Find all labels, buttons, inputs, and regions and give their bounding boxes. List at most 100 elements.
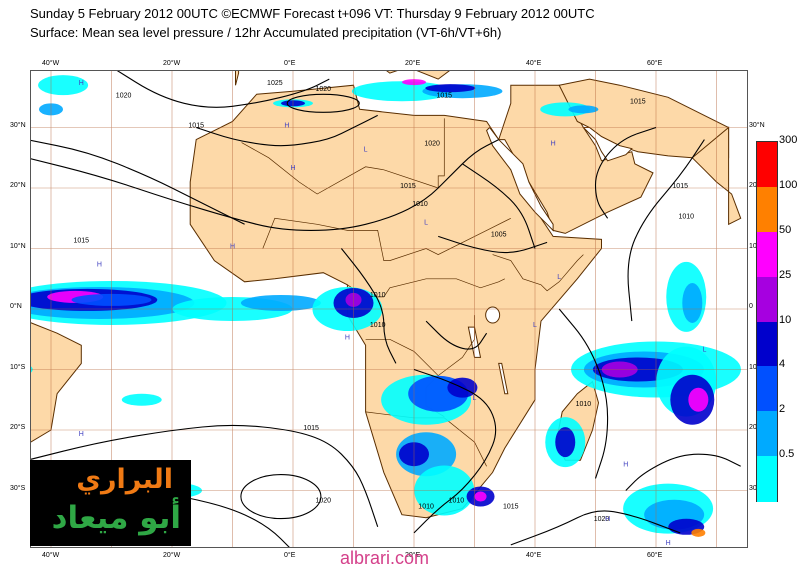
longitude-tick-bottom: 40°W	[42, 552, 60, 559]
low-pressure-mark: L	[702, 346, 706, 353]
high-pressure-mark: H	[605, 516, 610, 523]
latitude-tick-right: 20	[749, 424, 757, 431]
legend-label: 25	[779, 268, 792, 281]
low-pressure-mark: L	[473, 395, 477, 402]
forecast-map: 1025 1020 1015 1015 1020 1015 1020 1015 1010 1015…	[30, 70, 748, 548]
high-pressure-mark: H	[666, 540, 671, 547]
high-pressure-mark: H	[97, 262, 102, 269]
latitude-tick-left: 20°N	[10, 182, 26, 189]
isobar-label: 1010	[449, 498, 465, 505]
low-pressure-mark: L	[557, 274, 561, 281]
precip-area	[555, 427, 576, 458]
precip-area	[425, 84, 476, 93]
longitude-tick-bottom: 40°E	[526, 552, 542, 559]
isobar-label: 1015	[400, 183, 416, 190]
isobar-label: 1020	[424, 141, 440, 148]
legend-color-block	[757, 366, 777, 412]
albrari-logo: البراري أبو ميعاد	[30, 460, 191, 546]
chart-title: Sunday 5 February 2012 00UTC ©ECMWF Fore…	[30, 6, 595, 21]
site-watermark: albrari.com	[340, 548, 430, 568]
legend-color-block	[757, 456, 777, 502]
isobar-line	[558, 308, 609, 479]
latitude-tick-left: 30°S	[10, 484, 26, 492]
longitude-tick-bottom: 20°W	[163, 552, 181, 559]
latitude-tick-right: 10	[749, 363, 757, 371]
logo-line-1: البراري	[76, 464, 173, 495]
isobar-line	[594, 126, 657, 219]
precip-area	[688, 387, 709, 412]
longitude-tick-top: 20°E	[405, 60, 421, 67]
isobar-line	[438, 235, 548, 254]
precip-area	[682, 282, 703, 323]
longitude-tick-top: 60°E	[647, 60, 663, 67]
longitude-tick-top: 40°W	[42, 60, 60, 67]
isobar-label: 1010	[576, 401, 592, 408]
legend-color-block	[757, 142, 777, 188]
red-sea	[486, 126, 554, 232]
high-pressure-mark: H	[290, 165, 295, 172]
legend-label: 4	[779, 358, 786, 371]
latitude-tick-left: 20°S	[10, 424, 26, 431]
latitude-tick-left: 0°N	[10, 303, 22, 310]
high-pressure-mark: H	[345, 334, 350, 341]
high-pressure-mark: H	[79, 80, 84, 87]
isobar-label: 1010	[370, 292, 386, 299]
legend-color-block	[757, 231, 777, 278]
country-border	[241, 118, 445, 195]
precip-area	[121, 393, 162, 406]
precip-area	[691, 528, 706, 537]
country-border	[262, 217, 511, 261]
isobar-line	[31, 139, 245, 225]
latitude-tick-right: 30	[749, 484, 757, 492]
south-america-land	[31, 322, 82, 443]
isobar-label: 1010	[418, 504, 434, 511]
isobar-label: 1010	[370, 322, 386, 329]
low-pressure-mark: L	[424, 219, 428, 226]
longitude-tick-top: 40°E	[526, 60, 542, 67]
high-pressure-mark: H	[551, 141, 556, 148]
latitude-tick-left: 30°N	[10, 121, 26, 129]
latitude-tick-right: 30°N	[749, 121, 765, 129]
isobar-label: 1015	[188, 123, 204, 130]
isobar-line	[31, 424, 379, 527]
latitude-tick-right: 0	[749, 303, 753, 310]
isobar-label: 1015	[303, 425, 319, 432]
isobar-line	[462, 163, 536, 249]
logo-line-2: أبو ميعاد	[51, 500, 181, 536]
lake-malawi	[498, 362, 509, 395]
legend-label: 100	[779, 178, 798, 191]
isobar-line	[340, 248, 397, 364]
isobar-line	[510, 510, 681, 546]
isobar-label: 1025	[267, 80, 283, 87]
isobar-line	[116, 71, 330, 108]
isobar-label: 1015	[672, 183, 688, 190]
legend-label: 2	[779, 403, 786, 416]
isobar-line	[240, 473, 322, 520]
isobar-label: 1015	[436, 92, 452, 99]
isobar-label: 1010	[412, 201, 428, 208]
middle-east-land	[498, 84, 654, 234]
legend-label: 50	[779, 223, 792, 236]
isobar-label: 1015	[630, 98, 646, 105]
high-pressure-mark: H	[230, 244, 235, 251]
lat-lon-grid	[31, 71, 747, 547]
longitude-tick-bottom: 20°E	[405, 552, 421, 559]
precip-area	[474, 491, 487, 502]
high-pressure-mark: H	[623, 461, 628, 468]
high-pressure-mark: H	[284, 123, 289, 130]
isobar-label: 1020	[594, 516, 610, 523]
legend-label: 10	[779, 313, 792, 326]
low-pressure-mark: L	[364, 147, 368, 154]
isobar-line	[625, 453, 741, 491]
legend-color-block	[757, 186, 777, 233]
legend-label: 300	[779, 134, 798, 146]
country-border	[492, 254, 584, 292]
isobar-line	[627, 139, 705, 322]
map-canvas: 1025 1020 1015 1015 1020 1015 1020 1015 1010 1015…	[31, 71, 747, 547]
legend-color-block	[757, 321, 777, 367]
longitude-tick-bottom: 0°E	[284, 552, 296, 559]
precip-area	[568, 105, 599, 114]
isobar-line	[286, 93, 360, 113]
isobar-label: 1020	[315, 498, 331, 505]
longitude-tick-top: 0°E	[284, 60, 296, 67]
